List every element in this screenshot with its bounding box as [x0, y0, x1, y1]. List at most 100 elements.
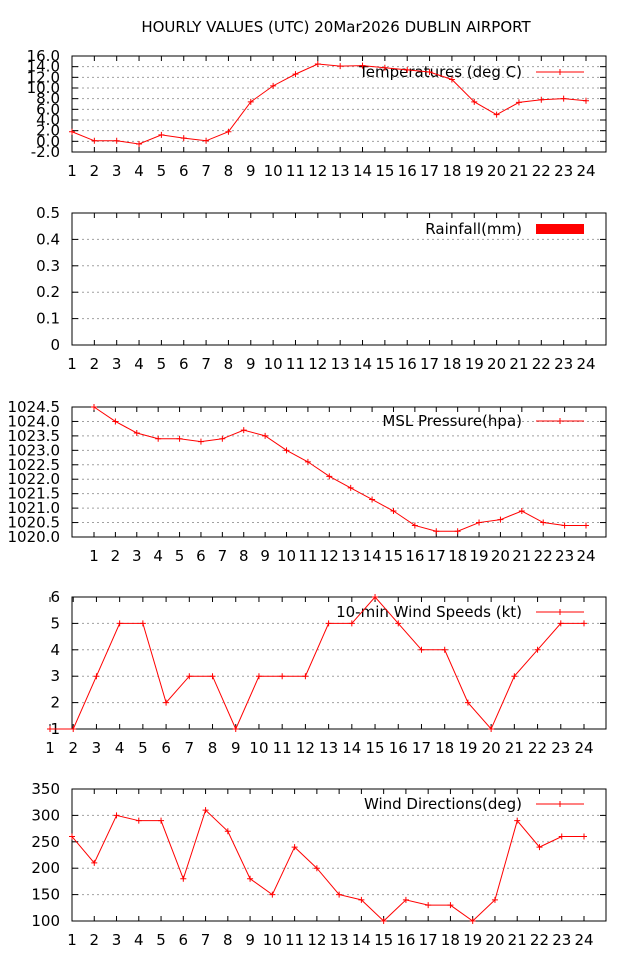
temperature-panel: -2.00.02.04.06.08.010.012.014.016.01 2 3 4 5…: [27, 47, 607, 180]
x-tick-label: 11: [286, 355, 305, 373]
data-point: [348, 620, 355, 627]
data-point: [292, 71, 299, 78]
data-point: [390, 508, 397, 514]
x-tick-label: 2: [111, 547, 121, 565]
x-tick-label: 19: [465, 162, 484, 180]
y-tick-label: 6.0: [36, 100, 60, 118]
y-tick-label: 0.1: [36, 310, 60, 328]
y-tick-label: 150: [31, 886, 60, 904]
x-tick-label: 11: [286, 162, 305, 180]
x-tick-label: 4: [153, 547, 163, 565]
x-tick-label: 22: [532, 162, 551, 180]
x-tick-label: 13: [341, 547, 360, 565]
data-point: [381, 64, 388, 71]
x-tick-label: 9: [246, 355, 256, 373]
x-tick-label: 11: [285, 931, 304, 949]
y-tick-label: 350: [31, 780, 60, 798]
y-tick-label: 2.0: [36, 122, 60, 140]
data-point: [469, 918, 476, 924]
data-point: [336, 891, 343, 898]
x-tick-label: 17: [427, 547, 446, 565]
series-line: [50, 596, 584, 731]
data-point: [358, 896, 365, 903]
data-point: [224, 828, 231, 835]
y-tick-label: 0.5: [36, 204, 60, 222]
x-tick-label: 9: [260, 547, 270, 565]
data-point: [326, 473, 333, 480]
x-tick-label: 22: [532, 355, 551, 373]
y-tick-label: 1024.5: [8, 398, 61, 416]
legend-label: 10-min Wind Speeds (kt): [336, 603, 522, 621]
data-point: [219, 435, 226, 442]
x-tick-label: 17: [420, 355, 439, 373]
y-tick-label: 250: [31, 833, 60, 851]
x-tick-label: 8: [223, 931, 233, 949]
data-point: [240, 427, 247, 434]
data-point: [47, 726, 53, 732]
x-tick-label: 14: [342, 739, 361, 757]
y-tick-label: 0.3: [36, 257, 60, 275]
data-point: [232, 726, 239, 732]
data-point: [112, 418, 119, 425]
data-point: [304, 458, 311, 465]
data-point: [538, 96, 545, 103]
x-tick-label: 15: [365, 739, 384, 757]
y-tick-label: 4: [50, 641, 60, 659]
x-tick-label: 2: [90, 162, 100, 180]
data-point: [425, 902, 432, 909]
y-tick-label: 1023.5: [8, 427, 61, 445]
data-point: [583, 97, 589, 104]
data-point: [197, 438, 204, 445]
data-point: [515, 99, 522, 106]
x-tick-label: 6: [196, 547, 206, 565]
legend-marker: [557, 801, 563, 807]
data-point: [433, 528, 440, 535]
x-tick-label: 20: [482, 739, 501, 757]
chart-title: HOURLY VALUES (UTC) 20Mar2026 DUBLIN AIR…: [141, 18, 531, 36]
y-tick-label: -2.0: [31, 143, 60, 161]
data-point: [203, 137, 210, 144]
data-point: [558, 833, 565, 840]
x-tick-label: 14: [352, 931, 371, 949]
x-tick-label: 16: [396, 931, 415, 949]
x-tick-label: 24: [576, 547, 595, 565]
x-tick-label: 21: [512, 547, 531, 565]
x-tick-label: 18: [442, 355, 461, 373]
x-tick-label: 12: [320, 547, 339, 565]
x-tick-label: 10: [263, 931, 282, 949]
data-point: [493, 111, 500, 118]
x-tick-label: 23: [554, 355, 573, 373]
data-point: [262, 432, 269, 439]
x-tick-label: 1: [45, 739, 55, 757]
data-point: [158, 817, 165, 824]
x-tick-label: 15: [374, 931, 393, 949]
x-tick-label: 15: [384, 547, 403, 565]
x-tick-label: 22: [534, 547, 553, 565]
data-point: [404, 66, 411, 73]
legend-label: Wind Directions(deg): [364, 795, 522, 813]
rainfall-panel: 00.10.20.30.40.51 2 3 4 5 6 7 8 9 10 11 12 13 14 15 16 1…: [36, 204, 607, 373]
x-tick-label: 21: [509, 162, 528, 180]
y-tick-label: 5: [50, 614, 60, 632]
x-tick-label: 12: [307, 931, 326, 949]
y-tick-label: 4.0: [36, 111, 60, 129]
data-point: [155, 435, 162, 442]
data-point: [209, 673, 216, 680]
x-tick-label: 5: [156, 931, 166, 949]
data-point: [180, 875, 187, 882]
x-tick-label: 7: [185, 739, 195, 757]
data-point: [325, 620, 332, 627]
data-point: [69, 833, 75, 840]
data-point: [113, 812, 120, 819]
x-tick-label: 6: [179, 355, 189, 373]
x-tick-label: 6: [161, 739, 171, 757]
x-tick-label: 5: [175, 547, 185, 565]
x-tick-label: 13: [330, 931, 349, 949]
x-tick-label: 19: [469, 547, 488, 565]
x-tick-label: 20: [491, 547, 510, 565]
y-tick-label: 6: [50, 588, 60, 606]
x-tick-label: 20: [487, 162, 506, 180]
x-tick-label: 24: [576, 162, 595, 180]
